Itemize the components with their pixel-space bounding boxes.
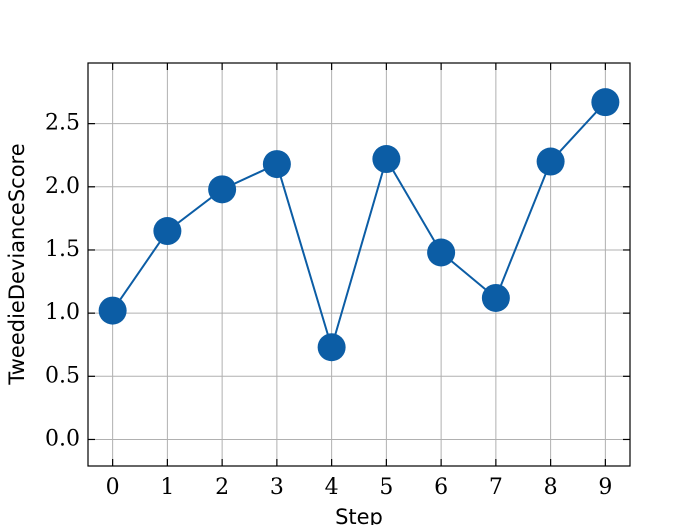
marker: [317, 333, 346, 362]
marker: [98, 296, 127, 325]
y-tick-label: 1.0: [45, 300, 80, 325]
y-tick-label: 2.5: [45, 111, 80, 136]
x-axis-label: Step: [335, 505, 383, 525]
x-tick-label: 1: [160, 475, 174, 500]
marker: [481, 283, 510, 312]
marker: [208, 175, 237, 204]
y-tick-label: 1.5: [45, 237, 80, 262]
y-tick-label: 2.0: [45, 174, 80, 199]
line: [111, 101, 607, 351]
marker: [427, 238, 456, 267]
x-tick-label: 7: [489, 475, 503, 500]
y-tick-label: 0.0: [45, 426, 80, 451]
x-tick-label: 8: [544, 475, 558, 500]
marker: [591, 88, 620, 117]
x-tick-label: 2: [215, 475, 229, 500]
x-tick-label: 3: [270, 475, 284, 500]
x-tick-label: 6: [434, 475, 448, 500]
marker: [153, 217, 182, 246]
y-axis-label: TweedieDevianceScore: [5, 143, 29, 385]
marker: [536, 147, 565, 176]
marker: [372, 145, 401, 174]
marker: [262, 150, 291, 179]
y-tick-label: 0.5: [45, 363, 80, 388]
x-tick-label: 9: [598, 475, 612, 500]
x-tick-label: 0: [106, 475, 120, 500]
x-tick-label: 5: [379, 475, 393, 500]
plot-frame: [87, 62, 631, 467]
x-tick-label: 4: [325, 475, 339, 500]
